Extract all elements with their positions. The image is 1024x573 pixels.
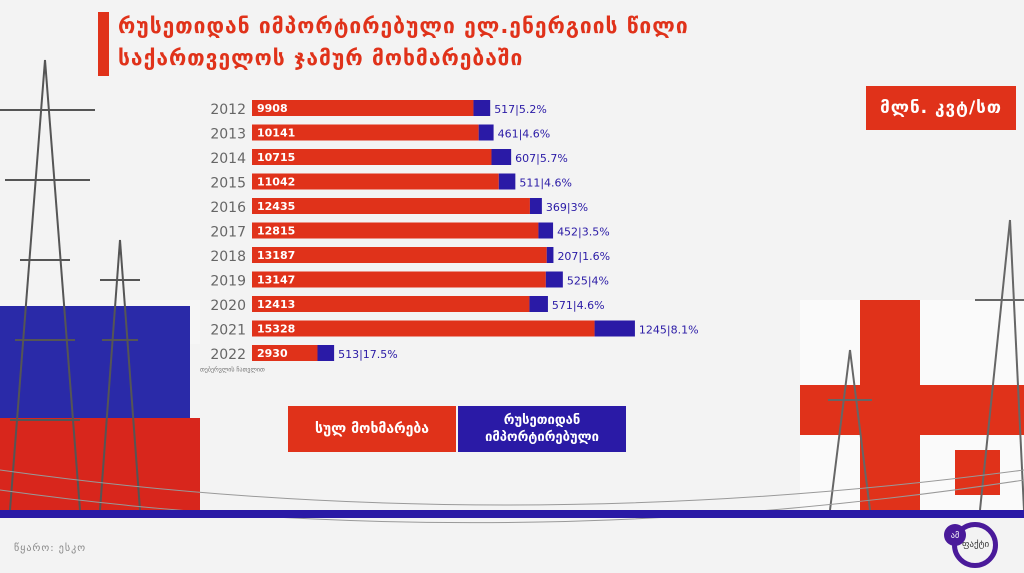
bar-total [252,345,318,361]
bar-total [252,247,547,263]
georgia-flag-cross-horizontal [800,385,1024,435]
bottom-divider [0,510,1024,518]
total-value-label: 12815 [257,225,295,238]
russia-value-label: 607|5.7% [515,152,568,165]
chart-title-line2: საქართველოს ჯამურ მოხმარებაში [118,46,524,70]
total-value-label: 10715 [257,151,295,164]
russia-value-label: 452|3.5% [557,226,610,239]
year-label: 2017 [210,225,246,241]
bar-russia [473,100,491,116]
year-label: 2013 [210,127,246,143]
bar-russia [546,247,554,263]
russia-value-label: 525|4% [567,275,609,288]
total-value-label: 13147 [257,274,295,287]
source-label: წყარო: ესკო [14,543,87,554]
bar-total [252,100,474,116]
bar-total [252,149,492,165]
russia-value-label: 517|5.2% [494,103,547,116]
total-value-label: 10141 [257,127,295,140]
georgia-flag-small-cross [955,450,1000,495]
russia-flag-blue-stripe [0,306,190,418]
russia-value-label: 513|17.5% [338,348,398,361]
year-label: 2016 [210,200,246,216]
russia-value-label: 461|4.6% [498,128,551,141]
unit-label: მლნ. კვტ/სთ [866,86,1016,130]
legend-total: სულ მოხმარება [288,406,456,452]
year-label: 2021 [210,323,246,339]
legend-russia: რუსეთიდან იმპორტირებული [458,406,626,452]
pylon-left-icon [0,59,95,511]
chart-title-line1: რუსეთიდან იმპორტირებული ელ.ენერგიის წილი [118,14,689,38]
pylon-left-2-icon [99,239,141,511]
bar-total [252,320,595,337]
bar-russia [491,149,512,165]
bar-total [252,222,539,239]
year-label: 2012 [210,102,246,118]
total-value-label: 12413 [257,298,295,311]
bar-total [252,296,530,312]
bar-russia [538,222,554,239]
russia-value-label: 369|3% [546,201,588,214]
power-line-2 [0,479,1024,524]
total-value-label: 2930 [257,347,288,360]
bar-russia [545,271,563,288]
year-label: 2019 [210,274,246,290]
year-label: 2014 [210,151,246,167]
title-accent-bar [98,12,109,76]
total-value-label: 12435 [257,200,295,213]
bar-total [252,173,499,190]
bar-russia [478,124,494,141]
bar-total [252,198,530,214]
bar-total [252,124,479,141]
bar-russia [529,198,542,214]
pylon-right-icon [828,219,1024,511]
year-label: 2022 [210,347,246,363]
logo-badge: ამ [944,524,966,546]
russia-value-label: 1245|8.1% [639,324,699,337]
year-label: 2018 [210,249,246,265]
bar-russia [317,345,335,361]
year-label: 2015 [210,176,246,192]
year-label: 2020 [210,298,246,314]
footnote-2022: თებერვლის ჩათვლით [200,367,265,374]
russia-value-label: 207|1.6% [557,250,610,263]
bar-russia [529,296,548,312]
russia-value-label: 571|4.6% [552,299,605,312]
total-value-label: 11042 [257,176,295,189]
total-value-label: 15328 [257,323,295,336]
total-value-label: 13187 [257,249,295,262]
logo-text: ფაქტი [962,540,990,550]
bar-russia [594,320,635,337]
bar-russia [498,173,516,190]
total-value-label: 9908 [257,102,288,115]
power-line [0,469,1024,506]
russia-value-label: 511|4.6% [519,177,572,190]
bar-chart: 2012 9908 517|5.2% 2013 10141 461|4.6% 2014 107… [200,100,699,374]
bar-total [252,271,546,288]
